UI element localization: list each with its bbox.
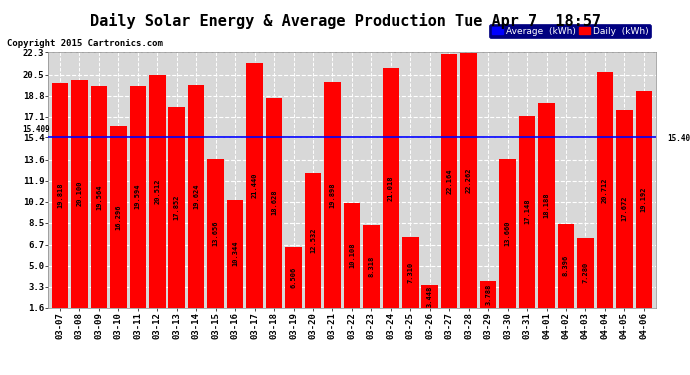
Bar xyxy=(616,110,633,308)
Text: 7.310: 7.310 xyxy=(407,262,413,283)
Text: 3.448: 3.448 xyxy=(426,285,433,307)
Text: 17.148: 17.148 xyxy=(524,199,530,225)
Text: 15.409: 15.409 xyxy=(23,125,50,134)
Bar xyxy=(149,75,166,308)
Bar xyxy=(519,116,535,308)
Bar xyxy=(577,237,593,308)
Text: 22.164: 22.164 xyxy=(446,168,452,194)
Text: 19.898: 19.898 xyxy=(329,182,335,207)
Text: 8.396: 8.396 xyxy=(563,255,569,276)
Bar xyxy=(266,98,282,308)
Bar xyxy=(130,86,146,308)
Text: 21.440: 21.440 xyxy=(252,172,257,198)
Text: 15.409: 15.409 xyxy=(667,134,690,143)
Bar xyxy=(402,237,419,308)
Bar xyxy=(558,224,574,308)
Text: 20.712: 20.712 xyxy=(602,177,608,203)
Text: Copyright 2015 Cartronics.com: Copyright 2015 Cartronics.com xyxy=(7,39,163,48)
Bar xyxy=(324,82,341,308)
Text: 19.624: 19.624 xyxy=(193,184,199,209)
Text: 17.852: 17.852 xyxy=(174,195,180,220)
Bar xyxy=(168,107,185,308)
Bar xyxy=(52,83,68,308)
Text: 7.280: 7.280 xyxy=(582,262,589,283)
Text: 10.344: 10.344 xyxy=(232,241,238,266)
Bar xyxy=(246,63,263,308)
Bar xyxy=(635,91,652,308)
Text: 6.506: 6.506 xyxy=(290,267,297,288)
Text: 18.628: 18.628 xyxy=(271,190,277,215)
Text: 13.656: 13.656 xyxy=(213,220,219,246)
Bar xyxy=(597,72,613,308)
Bar xyxy=(285,247,302,308)
Text: 19.564: 19.564 xyxy=(96,184,102,210)
Bar xyxy=(188,86,204,308)
Text: 20.512: 20.512 xyxy=(155,178,160,204)
Text: 13.660: 13.660 xyxy=(504,220,511,246)
Bar xyxy=(90,86,107,308)
Text: 20.100: 20.100 xyxy=(77,181,82,206)
Bar xyxy=(363,225,380,308)
Text: 16.296: 16.296 xyxy=(115,204,121,230)
Bar xyxy=(344,203,360,308)
Text: Daily Solar Energy & Average Production Tue Apr 7  18:57: Daily Solar Energy & Average Production … xyxy=(90,13,600,29)
Bar xyxy=(305,173,322,308)
Text: 12.532: 12.532 xyxy=(310,227,316,253)
Text: 17.672: 17.672 xyxy=(622,196,627,221)
Bar xyxy=(71,80,88,308)
Text: 8.318: 8.318 xyxy=(368,255,375,277)
Bar xyxy=(460,53,477,307)
Bar xyxy=(480,280,496,308)
Bar xyxy=(441,54,457,307)
Legend: Average  (kWh), Daily  (kWh): Average (kWh), Daily (kWh) xyxy=(489,24,651,38)
Bar xyxy=(227,200,244,308)
Bar xyxy=(208,159,224,308)
Text: 19.594: 19.594 xyxy=(135,184,141,209)
Bar xyxy=(500,159,516,308)
Text: 22.262: 22.262 xyxy=(466,168,472,193)
Text: 3.788: 3.788 xyxy=(485,284,491,304)
Text: 21.018: 21.018 xyxy=(388,175,394,201)
Text: 18.188: 18.188 xyxy=(544,193,549,218)
Bar xyxy=(110,126,127,308)
Text: 19.192: 19.192 xyxy=(641,186,647,212)
Bar xyxy=(382,68,399,308)
Bar xyxy=(538,103,555,308)
Text: 19.818: 19.818 xyxy=(57,183,63,208)
Text: 10.108: 10.108 xyxy=(349,242,355,268)
Bar xyxy=(422,285,438,308)
